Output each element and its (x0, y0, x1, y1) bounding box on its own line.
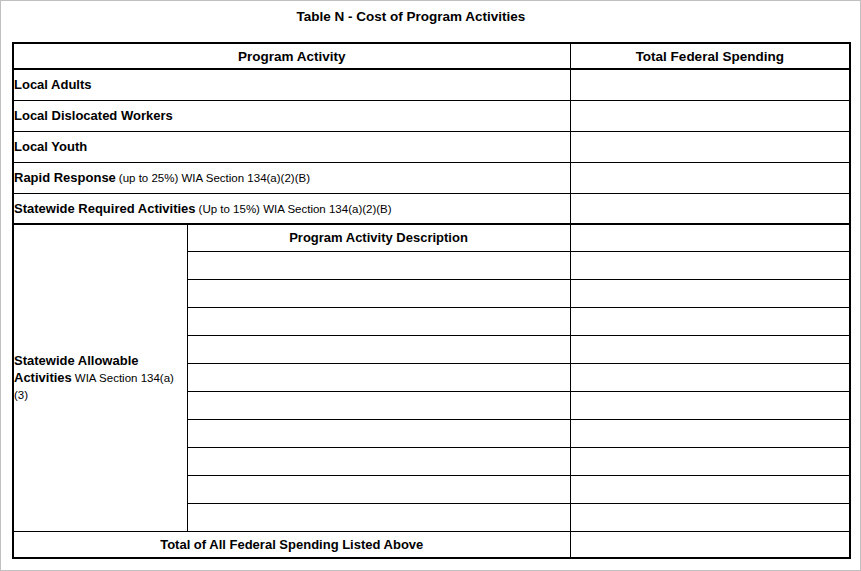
page: Table N - Cost of Program Activities Pro… (0, 0, 861, 571)
spending-cell (570, 193, 850, 224)
spending-cell (570, 419, 850, 447)
page-title: Table N - Cost of Program Activities (1, 1, 821, 24)
program-activity-description-header: Program Activity Description (187, 224, 570, 251)
program-activity-cell: Rapid Response(up to 25%) WIA Section 13… (13, 162, 570, 193)
spending-cell (570, 251, 850, 279)
description-cell (187, 363, 570, 391)
spending-cell (570, 162, 850, 193)
description-cell (187, 391, 570, 419)
col-header-total-federal-spending: Total Federal Spending (570, 43, 850, 69)
row-label: Local Adults (14, 77, 92, 92)
cost-of-program-activities-table: Program Activity Total Federal Spending … (12, 42, 851, 559)
table-header-row: Program Activity Total Federal Spending (13, 43, 850, 69)
row-note: (up to 25%) WIA Section 134(a)(2)(B) (119, 172, 310, 184)
col-header-program-activity: Program Activity (13, 43, 570, 69)
spending-cell (570, 447, 850, 475)
description-cell (187, 447, 570, 475)
program-activity-cell: Local Dislocated Workers (13, 100, 570, 131)
description-cell (187, 419, 570, 447)
row-label: Rapid Response (14, 170, 116, 185)
spending-cell (570, 69, 850, 100)
description-cell (187, 475, 570, 503)
spending-cell (570, 224, 850, 251)
spending-cell (570, 335, 850, 363)
table-row-rapid-response: Rapid Response(up to 25%) WIA Section 13… (13, 162, 850, 193)
description-cell (187, 251, 570, 279)
total-spending-cell (570, 531, 850, 558)
row-label: Local Youth (14, 139, 87, 154)
table-row-local-dislocated-workers: Local Dislocated Workers (13, 100, 850, 131)
table-row-statewide-required-activities: Statewide Required Activities(Up to 15%)… (13, 193, 850, 224)
spending-cell (570, 307, 850, 335)
program-activity-cell: Local Adults (13, 69, 570, 100)
spending-cell (570, 391, 850, 419)
spending-cell (570, 131, 850, 162)
total-label-cell: Total of All Federal Spending Listed Abo… (13, 531, 570, 558)
description-cell (187, 503, 570, 531)
description-header-row: Statewide Allowable ActivitiesWIA Sectio… (13, 224, 850, 251)
description-cell (187, 307, 570, 335)
total-row: Total of All Federal Spending Listed Abo… (13, 531, 850, 558)
description-cell (187, 279, 570, 307)
spending-cell (570, 100, 850, 131)
spending-cell (570, 279, 850, 307)
row-note: (Up to 15%) WIA Section 134(a)(2)(B) (199, 203, 392, 215)
program-activity-cell: Statewide Required Activities(Up to 15%)… (13, 193, 570, 224)
description-cell (187, 335, 570, 363)
spending-cell (570, 363, 850, 391)
row-label: Local Dislocated Workers (14, 108, 173, 123)
program-activity-cell: Local Youth (13, 131, 570, 162)
table-row-local-youth: Local Youth (13, 131, 850, 162)
table-row-local-adults: Local Adults (13, 69, 850, 100)
spending-cell (570, 503, 850, 531)
statewide-allowable-activities-cell: Statewide Allowable ActivitiesWIA Sectio… (13, 224, 187, 531)
row-label: Statewide Required Activities (14, 201, 196, 216)
spending-cell (570, 475, 850, 503)
